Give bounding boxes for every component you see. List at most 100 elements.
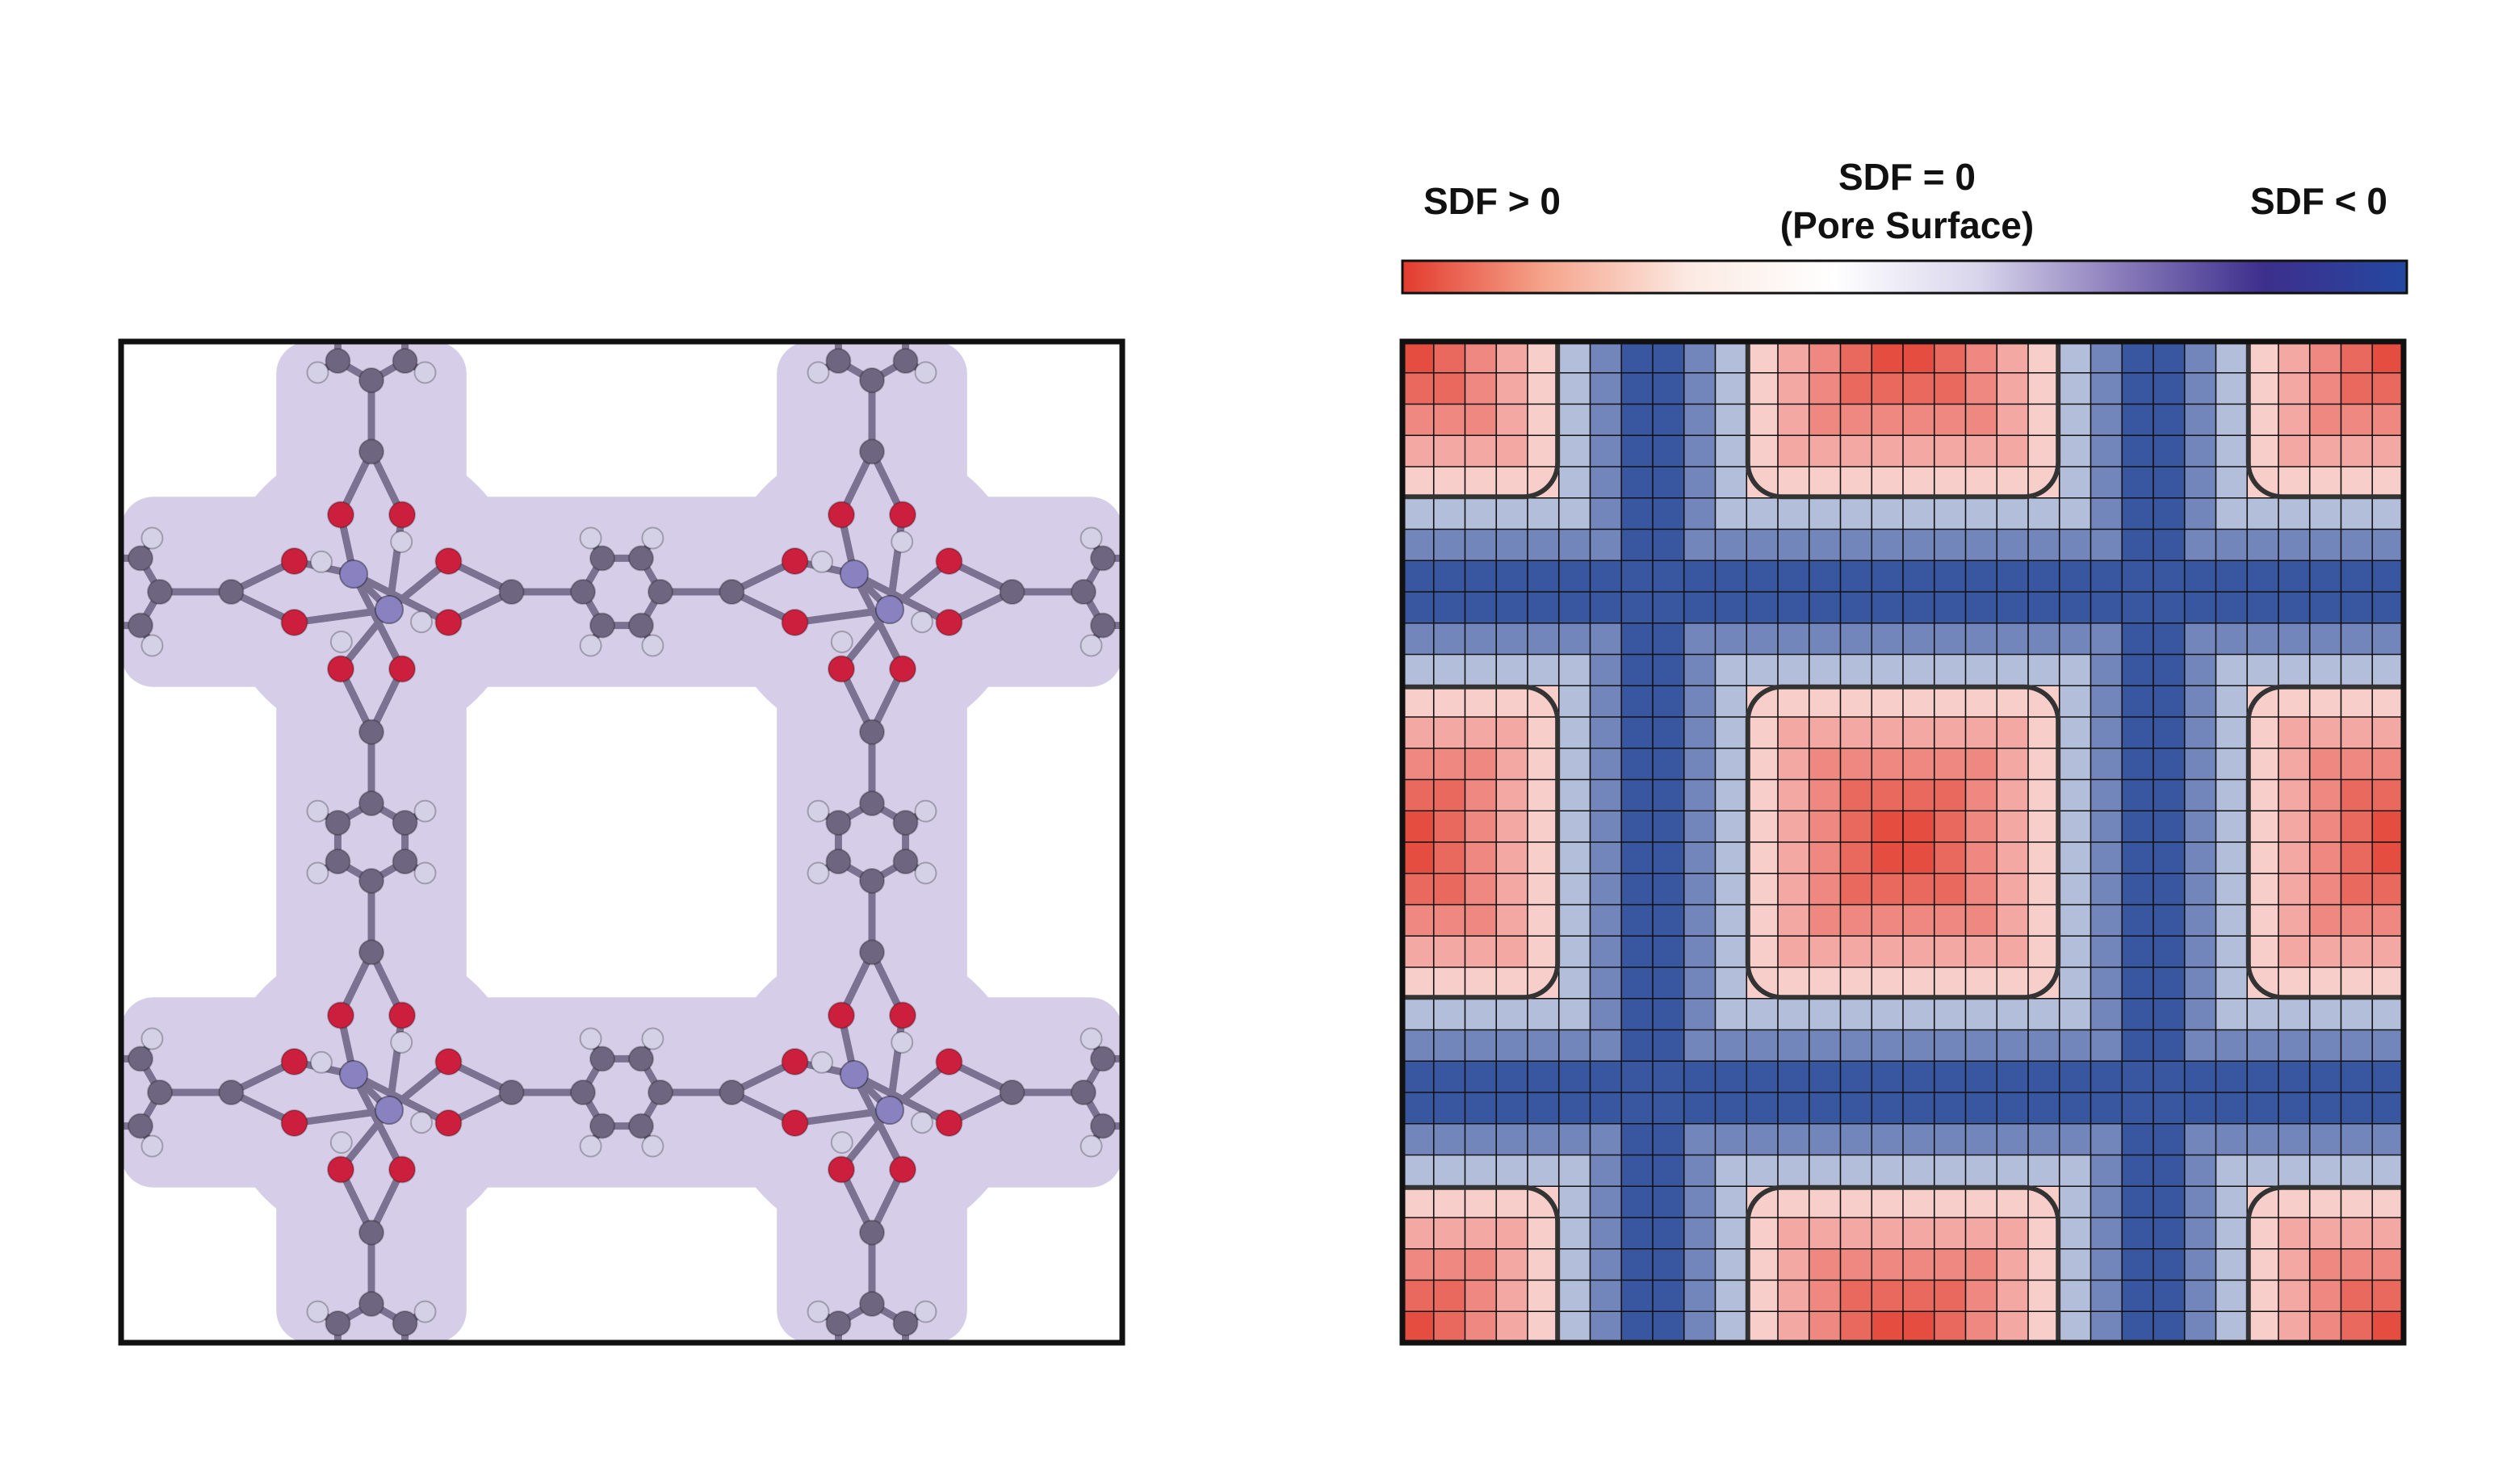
hydrogen-atom: [310, 550, 333, 573]
sdf-cell: [1465, 873, 1497, 905]
sdf-cell: [2184, 1186, 2216, 1218]
sdf-cell: [1778, 435, 1810, 467]
sdf-cell: [1809, 467, 1841, 499]
sdf-cell: [2215, 748, 2248, 780]
sdf-cell: [1997, 779, 2029, 811]
sdf-cell: [1683, 842, 1716, 874]
sdf-cell: [1840, 497, 1872, 530]
sdf-cell: [1715, 592, 1747, 624]
sdf-cell: [1840, 936, 1872, 968]
sdf-cell: [1683, 404, 1716, 436]
hydrogen-atom: [911, 610, 933, 634]
sdf-cell: [1465, 1123, 1497, 1155]
sdf-cell: [1433, 1155, 1465, 1187]
sdf-cell: [2215, 779, 2248, 811]
hydrogen-atom: [390, 530, 413, 553]
pore-surface-shading: [121, 342, 1122, 1343]
sdf-cell: [1778, 998, 1810, 1030]
sdf-cell: [2184, 904, 2216, 937]
sdf-cell: [1653, 904, 1685, 937]
sdf-cell: [2184, 560, 2216, 593]
oxygen-atom: [327, 655, 354, 683]
sdf-cell: [1872, 1123, 1904, 1155]
sdf-cell: [2215, 1186, 2248, 1218]
sdf-cell: [1653, 497, 1685, 530]
sdf-cell: [1778, 1311, 1810, 1343]
sdf-cell: [2372, 1092, 2404, 1125]
sdf-cell: [2153, 1029, 2186, 1062]
sdf-cell: [1653, 685, 1685, 718]
sdf-cell: [1934, 717, 1966, 749]
sdf-cell: [1621, 1186, 1654, 1218]
sdf-cell: [1621, 404, 1654, 436]
hydrogen-atom: [1079, 526, 1103, 550]
sdf-cell: [2059, 811, 2091, 843]
sdf-cell: [1402, 342, 1435, 374]
sdf-cell: [1402, 779, 1435, 811]
sdf-cell: [2215, 1123, 2248, 1155]
sdf-cell: [2247, 1218, 2279, 1250]
sdf-cell: [1778, 623, 1810, 655]
carbon-atom: [358, 790, 384, 816]
sdf-cell: [2341, 654, 2373, 686]
sdf-cell: [1590, 435, 1622, 467]
sdf-cell: [1402, 811, 1435, 843]
sdf-cell: [2278, 873, 2311, 905]
sdf-cell: [1809, 1123, 1841, 1155]
colorbar-right-label: SDF < 0: [2250, 180, 2387, 222]
carbon-atom: [894, 1350, 918, 1374]
hydrogen-atom: [140, 1134, 164, 1158]
sdf-cell: [1558, 748, 1591, 780]
sdf-cell: [1809, 1061, 1841, 1093]
sdf-cell: [2372, 404, 2404, 436]
sdf-cell: [1528, 654, 1560, 686]
sdf-cell: [1496, 685, 1528, 718]
sdf-cell: [2309, 1280, 2341, 1312]
sdf-cell: [2215, 967, 2248, 1000]
sdf-cell: [2278, 1123, 2311, 1155]
sdf-cell: [1840, 685, 1872, 718]
sdf-cell: [1402, 623, 1435, 655]
sdf-cell: [1872, 685, 1904, 718]
sdf-cell: [1965, 1248, 1997, 1281]
sdf-cell: [1840, 1061, 1872, 1093]
sdf-cell: [2247, 404, 2279, 436]
hydrogen-atom: [641, 1027, 664, 1050]
sdf-cell: [2153, 748, 2186, 780]
sdf-cell: [2153, 623, 2186, 655]
sdf-cell: [2215, 685, 2248, 718]
sdf-cell: [1402, 1092, 1435, 1125]
sdf-cell: [2341, 529, 2373, 561]
sdf-cell: [1840, 1092, 1872, 1125]
sdf-cell: [1402, 404, 1435, 436]
sdf-cell: [2247, 904, 2279, 937]
sdf-cell: [1809, 1311, 1841, 1343]
sdf-cell: [1903, 936, 1935, 968]
sdf-cell: [1683, 1311, 1716, 1343]
sdf-cell: [2341, 1218, 2373, 1250]
sdf-cell: [2090, 811, 2123, 843]
sdf-cell: [1590, 936, 1622, 968]
sdf-cell: [1653, 372, 1685, 405]
sdf-cell: [1965, 404, 1997, 436]
sdf-cell: [2372, 1218, 2404, 1250]
sdf-cell: [2153, 372, 2186, 405]
hydrogen-atom: [891, 1031, 914, 1054]
sdf-cell: [1653, 998, 1685, 1030]
sdf-cell: [2122, 1155, 2154, 1187]
sdf-cell: [2341, 1092, 2373, 1125]
sdf-cell: [2153, 1218, 2186, 1250]
sdf-cell: [2153, 1155, 2186, 1187]
sdf-cell: [1840, 748, 1872, 780]
sdf-cell: [2184, 873, 2216, 905]
sdf-cell: [1965, 1061, 1997, 1093]
sdf-cell: [1746, 873, 1779, 905]
sdf-cell: [1809, 1218, 1841, 1250]
sdf-cell: [1528, 1123, 1560, 1155]
sdf-cell: [2090, 967, 2123, 1000]
carbon-atom: [147, 1079, 173, 1105]
sdf-cell: [1903, 904, 1935, 937]
sdf-cell: [2059, 1280, 2091, 1312]
sdf-cell: [2122, 748, 2154, 780]
